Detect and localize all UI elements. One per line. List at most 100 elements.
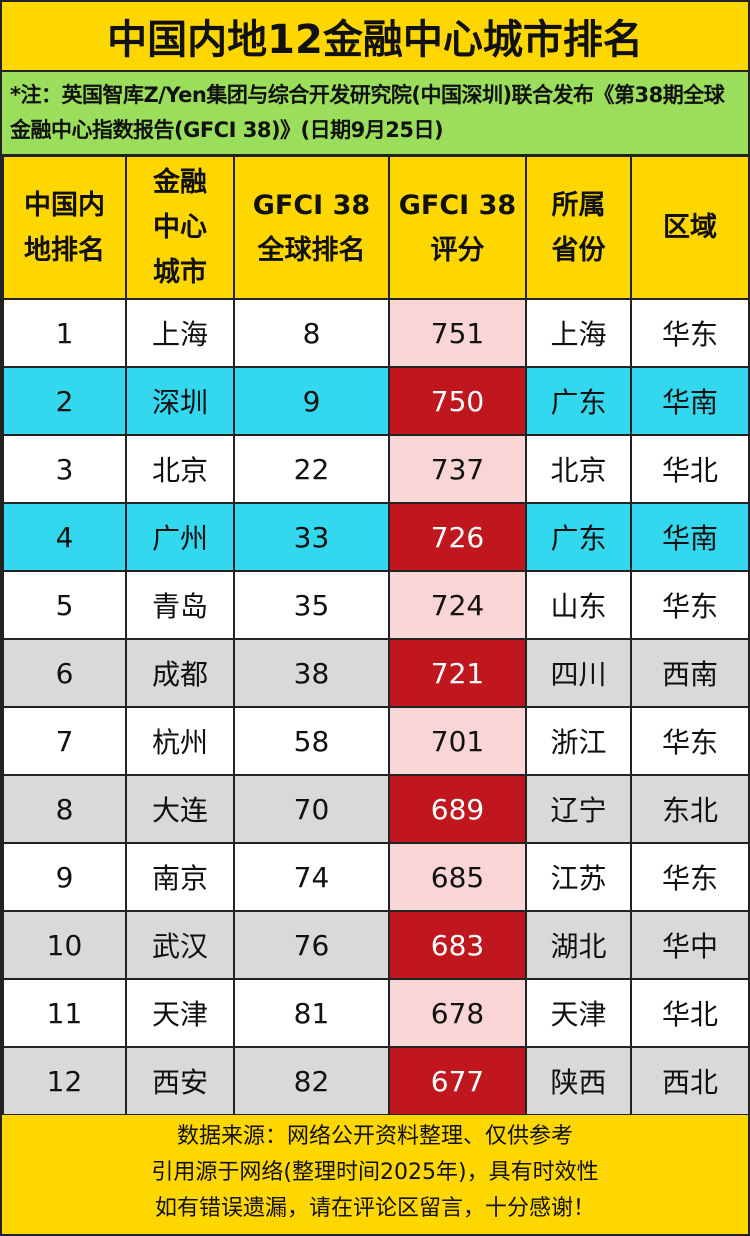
province-cell: 辽宁 bbox=[525, 774, 632, 844]
domestic-rank-cell: 1 bbox=[2, 298, 127, 368]
header-label: 金融中心城市 bbox=[153, 167, 207, 288]
city-cell: 南京 bbox=[125, 842, 235, 912]
province-cell: 天津 bbox=[525, 978, 632, 1048]
source-note: *注：英国智库Z/Yen集团与综合开发研究院(中国深圳)联合发布《第38期全球金… bbox=[2, 72, 748, 154]
global-rank-cell: 82 bbox=[233, 1046, 390, 1116]
score-cell: 685 bbox=[388, 842, 527, 912]
province-cell: 山东 bbox=[525, 570, 632, 640]
city-cell: 武汉 bbox=[125, 910, 235, 980]
table-row: 6 成都 38 721 四川 西南 bbox=[2, 638, 750, 708]
city-cell: 广州 bbox=[125, 502, 235, 572]
header-label: GFCI 38 评分 bbox=[398, 189, 517, 266]
score-cell: 701 bbox=[388, 706, 527, 776]
domestic-rank-cell: 3 bbox=[2, 434, 127, 504]
table-row: 12 西安 82 677 陕西 西北 bbox=[2, 1046, 750, 1116]
page-title: 中国内地12金融中心城市排名 bbox=[2, 2, 748, 70]
table-row: 11 天津 81 678 天津 华北 bbox=[2, 978, 750, 1048]
region-cell: 华东 bbox=[630, 298, 750, 368]
global-rank-cell: 58 bbox=[233, 706, 390, 776]
domestic-rank-cell: 2 bbox=[2, 366, 127, 436]
table-header-row: 中国内地排名 金融中心城市 GFCI 38 全球排名 GFCI 38 评分 所属… bbox=[2, 155, 750, 300]
province-cell: 湖北 bbox=[525, 910, 632, 980]
score-cell: 678 bbox=[388, 978, 527, 1048]
region-cell: 东北 bbox=[630, 774, 750, 844]
header-label: 区域 bbox=[663, 212, 717, 243]
region-cell: 西北 bbox=[630, 1046, 750, 1116]
global-rank-cell: 38 bbox=[233, 638, 390, 708]
table-row: 1 上海 8 751 上海 华东 bbox=[2, 298, 750, 368]
table-row: 8 大连 70 689 辽宁 东北 bbox=[2, 774, 750, 844]
table-row: 5 青岛 35 724 山东 华东 bbox=[2, 570, 750, 640]
province-cell: 广东 bbox=[525, 502, 632, 572]
domestic-rank-cell: 9 bbox=[2, 842, 127, 912]
city-cell: 成都 bbox=[125, 638, 235, 708]
global-rank-cell: 22 bbox=[233, 434, 390, 504]
province-cell: 上海 bbox=[525, 298, 632, 368]
score-cell: 721 bbox=[388, 638, 527, 708]
domestic-rank-cell: 10 bbox=[2, 910, 127, 980]
table-row: 10 武汉 76 683 湖北 华中 bbox=[2, 910, 750, 980]
region-cell: 华中 bbox=[630, 910, 750, 980]
city-cell: 杭州 bbox=[125, 706, 235, 776]
city-cell: 西安 bbox=[125, 1046, 235, 1116]
score-cell: 724 bbox=[388, 570, 527, 640]
global-rank-cell: 74 bbox=[233, 842, 390, 912]
table-row: 4 广州 33 726 广东 华南 bbox=[2, 502, 750, 572]
column-header-region: 区域 bbox=[630, 155, 750, 300]
region-cell: 华北 bbox=[630, 978, 750, 1048]
region-cell: 西南 bbox=[630, 638, 750, 708]
city-cell: 天津 bbox=[125, 978, 235, 1048]
domestic-rank-cell: 5 bbox=[2, 570, 127, 640]
domestic-rank-cell: 4 bbox=[2, 502, 127, 572]
column-header-domestic-rank: 中国内地排名 bbox=[2, 155, 127, 300]
table-row: 7 杭州 58 701 浙江 华东 bbox=[2, 706, 750, 776]
province-cell: 四川 bbox=[525, 638, 632, 708]
region-cell: 华东 bbox=[630, 842, 750, 912]
city-cell: 北京 bbox=[125, 434, 235, 504]
column-header-global-rank: GFCI 38 全球排名 bbox=[233, 155, 390, 300]
header-label: GFCI 38 全球排名 bbox=[252, 189, 371, 266]
province-cell: 陕西 bbox=[525, 1046, 632, 1116]
global-rank-cell: 35 bbox=[233, 570, 390, 640]
global-rank-cell: 81 bbox=[233, 978, 390, 1048]
region-cell: 华南 bbox=[630, 502, 750, 572]
city-cell: 青岛 bbox=[125, 570, 235, 640]
score-cell: 737 bbox=[388, 434, 527, 504]
region-cell: 华东 bbox=[630, 706, 750, 776]
domestic-rank-cell: 6 bbox=[2, 638, 127, 708]
global-rank-cell: 33 bbox=[233, 502, 390, 572]
domestic-rank-cell: 8 bbox=[2, 774, 127, 844]
domestic-rank-cell: 11 bbox=[2, 978, 127, 1048]
global-rank-cell: 76 bbox=[233, 910, 390, 980]
province-cell: 广东 bbox=[525, 366, 632, 436]
score-cell: 677 bbox=[388, 1046, 527, 1116]
score-cell: 689 bbox=[388, 774, 527, 844]
score-cell: 726 bbox=[388, 502, 527, 572]
score-cell: 751 bbox=[388, 298, 527, 368]
footer-line: 引用源于网络(整理时间2025年)，具有时效性 bbox=[151, 1160, 599, 1185]
footer-line: 如有错误遗漏，请在评论区留言，十分感谢！ bbox=[154, 1196, 595, 1221]
header-label: 中国内地排名 bbox=[24, 189, 105, 266]
table-row: 9 南京 74 685 江苏 华东 bbox=[2, 842, 750, 912]
column-header-city: 金融中心城市 bbox=[125, 155, 235, 300]
city-cell: 上海 bbox=[125, 298, 235, 368]
table-row: 2 深圳 9 750 广东 华南 bbox=[2, 366, 750, 436]
score-cell: 750 bbox=[388, 366, 527, 436]
column-header-score: GFCI 38 评分 bbox=[388, 155, 527, 300]
region-cell: 华东 bbox=[630, 570, 750, 640]
global-rank-cell: 9 bbox=[233, 366, 390, 436]
province-cell: 江苏 bbox=[525, 842, 632, 912]
province-cell: 浙江 bbox=[525, 706, 632, 776]
global-rank-cell: 70 bbox=[233, 774, 390, 844]
score-cell: 683 bbox=[388, 910, 527, 980]
footer-line: 数据来源：网络公开资料整理、仅供参考 bbox=[176, 1124, 573, 1149]
table-row: 3 北京 22 737 北京 华北 bbox=[2, 434, 750, 504]
province-cell: 北京 bbox=[525, 434, 632, 504]
city-cell: 深圳 bbox=[125, 366, 235, 436]
global-rank-cell: 8 bbox=[233, 298, 390, 368]
footer-note: 数据来源：网络公开资料整理、仅供参考 引用源于网络(整理时间2025年)，具有时… bbox=[2, 1115, 748, 1234]
domestic-rank-cell: 7 bbox=[2, 706, 127, 776]
city-cell: 大连 bbox=[125, 774, 235, 844]
region-cell: 华北 bbox=[630, 434, 750, 504]
